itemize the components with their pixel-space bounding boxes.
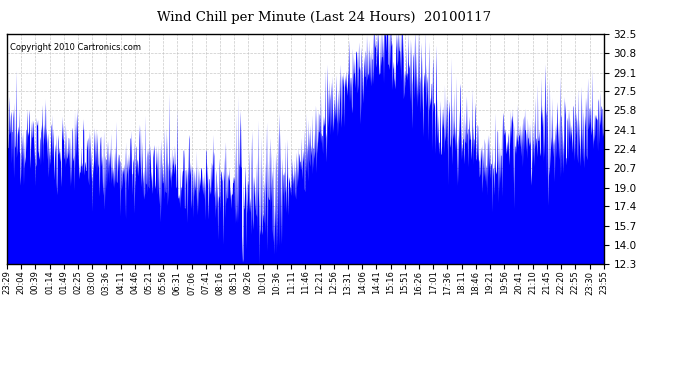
Text: Wind Chill per Minute (Last 24 Hours)  20100117: Wind Chill per Minute (Last 24 Hours) 20… <box>157 11 491 24</box>
Text: Copyright 2010 Cartronics.com: Copyright 2010 Cartronics.com <box>10 43 141 52</box>
